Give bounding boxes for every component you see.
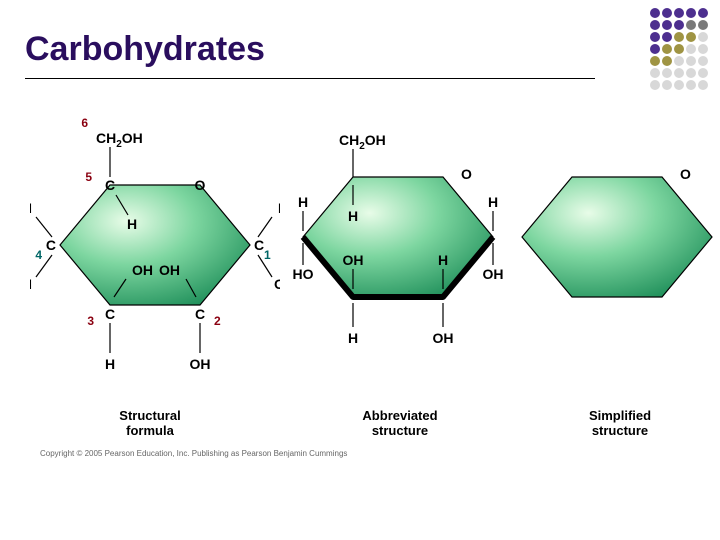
svg-text:O: O	[680, 166, 691, 182]
svg-text:H: H	[298, 194, 308, 210]
svg-text:H: H	[30, 200, 32, 216]
svg-text:H: H	[488, 194, 498, 210]
decorative-dot-grid	[650, 8, 708, 92]
svg-text:3: 3	[87, 314, 94, 328]
svg-text:1: 1	[264, 248, 271, 262]
svg-text:OH: OH	[159, 262, 180, 278]
svg-text:OH: OH	[132, 262, 153, 278]
svg-text:OH: OH	[433, 330, 454, 346]
svg-text:OH: OH	[343, 252, 364, 268]
svg-text:H: H	[278, 200, 280, 216]
svg-text:OH: OH	[190, 356, 211, 372]
svg-text:H: H	[105, 356, 115, 372]
svg-text:O: O	[195, 177, 206, 193]
ch2oh-label: CH2OH	[96, 130, 143, 150]
svg-text:CH2OH: CH2OH	[96, 130, 143, 150]
title-rule	[25, 78, 595, 79]
svg-text:H: H	[127, 216, 137, 232]
svg-text:6: 6	[81, 116, 88, 130]
page-title: Carbohydrates	[25, 30, 265, 69]
copyright-text: Copyright © 2005 Pearson Education, Inc.…	[40, 449, 347, 458]
svg-text:5: 5	[85, 170, 92, 184]
svg-text:C: C	[105, 177, 115, 193]
svg-text:O: O	[461, 166, 472, 182]
simplified-structure-diagram: O	[510, 165, 720, 325]
caption-abbreviated: Abbreviatedstructure	[340, 408, 460, 438]
svg-text:C: C	[46, 237, 56, 253]
svg-text:H: H	[348, 330, 358, 346]
svg-text:C: C	[105, 306, 115, 322]
structural-formula-diagram: C O C C C C 5 1 2 3 4 H H OH H OH OH	[30, 105, 280, 425]
abbreviated-structure-diagram: O CH2OH H H OH H HO H OH OH H	[285, 125, 505, 405]
svg-text:OH: OH	[274, 276, 280, 292]
svg-text:4: 4	[35, 248, 42, 262]
svg-text:OH: OH	[483, 266, 504, 282]
svg-text:HO: HO	[293, 266, 314, 282]
svg-text:H: H	[438, 252, 448, 268]
caption-structural: Structuralformula	[90, 408, 210, 438]
svg-text:C: C	[254, 237, 264, 253]
svg-text:CH2OH: CH2OH	[339, 132, 386, 152]
svg-text:H: H	[348, 208, 358, 224]
svg-text:OH: OH	[30, 276, 32, 292]
svg-text:2: 2	[214, 314, 221, 328]
svg-text:C: C	[195, 306, 205, 322]
caption-simplified: Simplifiedstructure	[560, 408, 680, 438]
